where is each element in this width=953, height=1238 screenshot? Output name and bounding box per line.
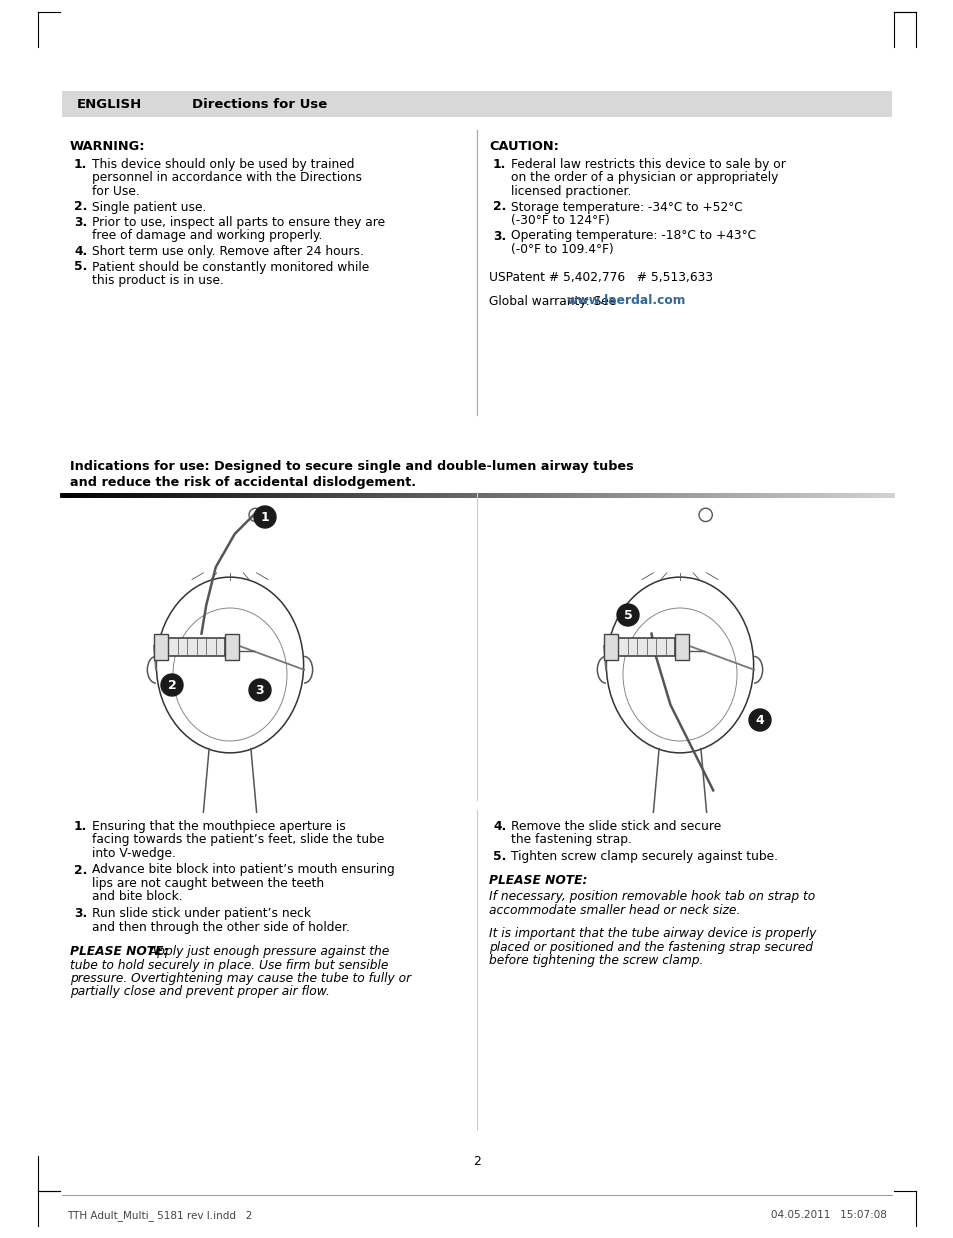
- Text: PLEASE NOTE:: PLEASE NOTE:: [489, 874, 587, 888]
- Text: accommodate smaller head or neck size.: accommodate smaller head or neck size.: [489, 904, 740, 916]
- Bar: [225, 634, 239, 660]
- Text: If necessary, position removable hook tab on strap to: If necessary, position removable hook ta…: [489, 890, 815, 903]
- Circle shape: [253, 506, 275, 527]
- Text: for Use.: for Use.: [91, 184, 139, 198]
- Bar: [62, 92, 891, 118]
- Text: 5.: 5.: [74, 260, 88, 274]
- Text: placed or positioned and the fastening strap secured: placed or positioned and the fastening s…: [489, 941, 812, 953]
- Text: 1.: 1.: [74, 820, 88, 833]
- Bar: [153, 634, 168, 660]
- Text: Advance bite block into patient’s mouth ensuring: Advance bite block into patient’s mouth …: [91, 863, 395, 877]
- Text: facing towards the patient’s feet, slide the tube: facing towards the patient’s feet, slide…: [91, 833, 384, 847]
- Text: It is important that the tube airway device is properly: It is important that the tube airway dev…: [489, 927, 816, 940]
- Text: personnel in accordance with the Directions: personnel in accordance with the Directi…: [91, 172, 361, 184]
- Text: 4.: 4.: [74, 245, 87, 258]
- Bar: [675, 634, 689, 660]
- Text: Indications for use: Designed to secure single and double-lumen airway tubes: Indications for use: Designed to secure …: [70, 461, 633, 473]
- Text: Single patient use.: Single patient use.: [91, 201, 206, 213]
- Text: 5.: 5.: [493, 851, 506, 863]
- Text: 3.: 3.: [74, 215, 87, 229]
- Text: and then through the other side of holder.: and then through the other side of holde…: [91, 921, 350, 933]
- Text: pressure. Overtightening may cause the tube to fully or: pressure. Overtightening may cause the t…: [70, 972, 411, 985]
- Text: partially close and prevent proper air flow.: partially close and prevent proper air f…: [70, 985, 330, 999]
- Text: 2: 2: [168, 678, 176, 692]
- Text: Tighten screw clamp securely against tube.: Tighten screw clamp securely against tub…: [511, 851, 778, 863]
- Text: tube to hold securely in place. Use firm but sensible: tube to hold securely in place. Use firm…: [70, 958, 388, 972]
- Text: CAUTION:: CAUTION:: [489, 140, 558, 154]
- Text: TTH Adult_Multi_ 5181 rev I.indd   2: TTH Adult_Multi_ 5181 rev I.indd 2: [67, 1210, 253, 1221]
- Text: This device should only be used by trained: This device should only be used by train…: [91, 158, 355, 171]
- Text: Ensuring that the mouthpiece aperture is: Ensuring that the mouthpiece aperture is: [91, 820, 345, 833]
- Ellipse shape: [606, 577, 753, 753]
- Text: before tightening the screw clamp.: before tightening the screw clamp.: [489, 954, 702, 967]
- Text: 4.: 4.: [493, 820, 506, 833]
- Text: Remove the slide stick and secure: Remove the slide stick and secure: [511, 820, 720, 833]
- Text: and reduce the risk of accidental dislodgement.: and reduce the risk of accidental dislod…: [70, 475, 416, 489]
- Text: this product is in use.: this product is in use.: [91, 274, 224, 287]
- Text: 1: 1: [260, 511, 269, 524]
- Text: WARNING:: WARNING:: [70, 140, 146, 154]
- Text: 2.: 2.: [74, 201, 88, 213]
- Bar: [618, 639, 675, 655]
- Text: Short term use only. Remove after 24 hours.: Short term use only. Remove after 24 hou…: [91, 245, 363, 258]
- Text: ENGLISH: ENGLISH: [77, 98, 142, 110]
- Text: Directions for Use: Directions for Use: [192, 98, 327, 110]
- Text: 1.: 1.: [493, 158, 506, 171]
- Ellipse shape: [156, 577, 303, 753]
- Text: USPatent # 5,402,776   # 5,513,633: USPatent # 5,402,776 # 5,513,633: [489, 270, 713, 284]
- Text: Global warranty: See: Global warranty: See: [489, 295, 619, 307]
- Text: Apply just enough pressure against the: Apply just enough pressure against the: [145, 945, 389, 958]
- Text: 4: 4: [755, 714, 763, 727]
- Text: Patient should be constantly monitored while: Patient should be constantly monitored w…: [91, 260, 369, 274]
- Circle shape: [161, 673, 183, 696]
- Text: 3: 3: [255, 685, 264, 697]
- Text: 3.: 3.: [74, 907, 87, 920]
- Text: the fastening strap.: the fastening strap.: [511, 833, 631, 847]
- Bar: [603, 634, 618, 660]
- Text: Prior to use, inspect all parts to ensure they are: Prior to use, inspect all parts to ensur…: [91, 215, 385, 229]
- Text: Run slide stick under patient’s neck: Run slide stick under patient’s neck: [91, 907, 311, 920]
- Text: (-30°F to 124°F): (-30°F to 124°F): [511, 214, 609, 227]
- Circle shape: [748, 709, 770, 730]
- Circle shape: [617, 604, 639, 626]
- Text: www.laerdal.com: www.laerdal.com: [566, 295, 685, 307]
- Text: on the order of a physician or appropriately: on the order of a physician or appropria…: [511, 172, 778, 184]
- Circle shape: [249, 678, 271, 701]
- Text: 3.: 3.: [493, 229, 506, 243]
- Text: licensed practioner.: licensed practioner.: [511, 184, 631, 198]
- Text: 2.: 2.: [493, 201, 506, 213]
- Bar: [168, 639, 225, 655]
- Text: 2.: 2.: [74, 863, 88, 877]
- Text: lips are not caught between the teeth: lips are not caught between the teeth: [91, 877, 324, 890]
- Text: Operating temperature: -18°C to +43°C: Operating temperature: -18°C to +43°C: [511, 229, 756, 243]
- Text: free of damage and working properly.: free of damage and working properly.: [91, 229, 322, 243]
- Text: into V-wedge.: into V-wedge.: [91, 847, 175, 860]
- Text: PLEASE NOTE:: PLEASE NOTE:: [70, 945, 168, 958]
- Text: 04.05.2011   15:07:08: 04.05.2011 15:07:08: [770, 1210, 886, 1219]
- Text: 2: 2: [473, 1155, 480, 1167]
- Text: and bite block.: and bite block.: [91, 890, 182, 904]
- Text: Federal law restricts this device to sale by or: Federal law restricts this device to sal…: [511, 158, 785, 171]
- Text: Storage temperature: -34°C to +52°C: Storage temperature: -34°C to +52°C: [511, 201, 742, 213]
- Text: (-0°F to 109.4°F): (-0°F to 109.4°F): [511, 243, 613, 256]
- Text: 5: 5: [623, 609, 632, 621]
- Text: 1.: 1.: [74, 158, 88, 171]
